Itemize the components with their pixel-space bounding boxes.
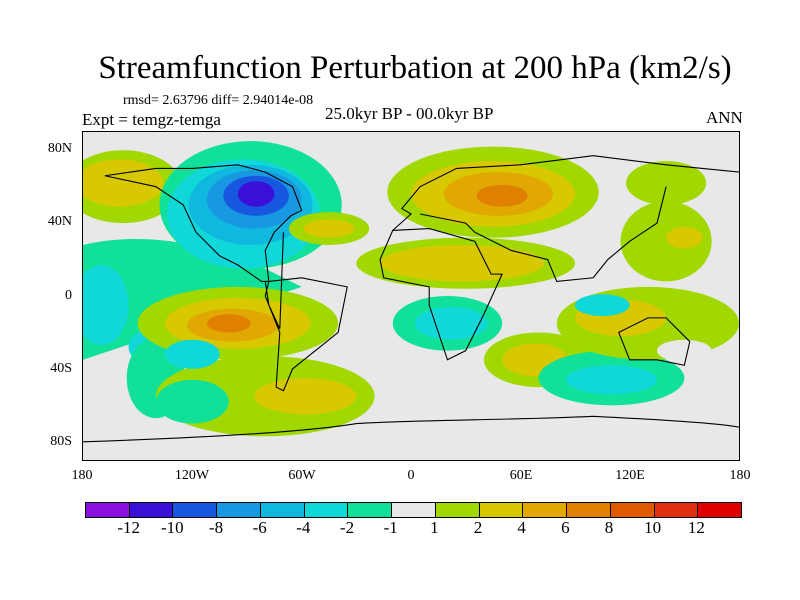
- colorbar: [85, 502, 742, 518]
- y-tick-label: 40N: [47, 214, 72, 229]
- colorbar-swatch: [348, 503, 393, 517]
- colorbar-label: -1: [383, 518, 398, 537]
- colorbar-swatch: [479, 503, 524, 517]
- colorbar-swatch: [392, 503, 436, 517]
- contour-fill: [64, 132, 740, 460]
- colorbar-swatch: [654, 503, 699, 517]
- colorbar-swatch: [173, 503, 218, 517]
- period-label: 25.0kyr BP - 00.0kyr BP: [325, 104, 494, 123]
- colorbar-label: 6: [561, 518, 570, 537]
- x-tick-label: 120E: [615, 468, 645, 483]
- colorbar-label: 4: [517, 518, 526, 537]
- experiment-label: Expt = temgz-temga: [82, 110, 221, 129]
- plot-title: Streamfunction Perturbation at 200 hPa (…: [98, 50, 732, 86]
- colorbar-swatch: [567, 503, 611, 517]
- stats-label: rmsd= 2.63796 diff= 2.94014e-08: [123, 93, 314, 108]
- colorbar-swatch: [523, 503, 568, 517]
- y-tick-label: 80S: [50, 434, 72, 449]
- x-tick-label: 60W: [288, 468, 316, 483]
- colorbar-label: 2: [473, 518, 483, 537]
- colorbar-label: -2: [339, 518, 355, 537]
- colorbar-swatch: [304, 503, 349, 517]
- colorbar-label: -6: [252, 518, 267, 537]
- y-tick-label: 0: [65, 288, 72, 303]
- colorbar-swatch: [86, 503, 130, 517]
- x-tick-label: 60E: [509, 468, 533, 483]
- colorbar-label: -4: [296, 518, 311, 537]
- colorbar-swatch: [129, 503, 174, 517]
- colorbar-label: -12: [117, 518, 140, 537]
- y-tick-label: 40S: [50, 361, 72, 376]
- x-tick-label: 180: [71, 468, 93, 483]
- colorbar-swatch: [435, 503, 480, 517]
- colorbar-label: -10: [160, 518, 184, 537]
- season-label: ANN: [706, 108, 743, 127]
- contour-map: [64, 131, 740, 461]
- colorbar-swatch: [698, 503, 742, 517]
- colorbar-label: -8: [208, 518, 224, 537]
- colorbar-label: 10: [644, 518, 662, 537]
- colorbar-label: 1: [430, 518, 439, 537]
- colorbar-label: 8: [604, 518, 614, 537]
- colorbar-swatch: [260, 503, 305, 517]
- colorbar-swatch: [217, 503, 261, 517]
- x-tick-label: 120W: [174, 468, 210, 483]
- x-tick-label: 180: [729, 468, 751, 483]
- colorbar-swatch: [610, 503, 655, 517]
- colorbar-label: 12: [687, 518, 705, 537]
- y-tick-label: 80N: [47, 141, 72, 156]
- x-tick-label: 0: [407, 468, 415, 483]
